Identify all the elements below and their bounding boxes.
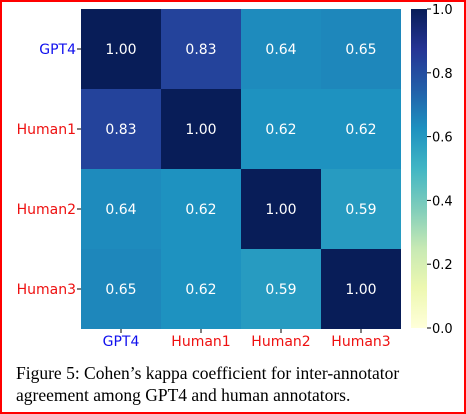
cell-label: 1.00 [185, 122, 216, 138]
cell-label: 0.62 [185, 282, 216, 298]
cell-label: 1.00 [265, 202, 296, 218]
cell-human2-human3 [321, 169, 401, 249]
cell-human3-gpt4 [81, 249, 161, 329]
x-tick-label: GPT4 [103, 334, 140, 350]
cell-label: 1.00 [345, 282, 376, 298]
x-tick-label: Human1 [171, 334, 230, 350]
cell-label: 0.65 [105, 282, 136, 298]
cell-human3-human1 [161, 249, 241, 329]
cell-label: 0.83 [105, 122, 136, 138]
colorbar-tick-label: 0.2 [432, 258, 453, 273]
cell-human2-gpt4 [81, 169, 161, 249]
x-tick-label: Human2 [251, 334, 310, 350]
cell-label: 0.59 [265, 282, 296, 298]
cell-human2-human1 [161, 169, 241, 249]
y-tick-label: Human3 [17, 282, 76, 298]
colorbar-tick-label: 0.0 [432, 322, 453, 337]
cell-human1-human1 [161, 89, 241, 169]
cell-gpt4-human2 [241, 9, 321, 89]
y-tick-label: Human2 [17, 202, 76, 218]
cell-label: 0.83 [185, 42, 216, 58]
colorbar-ticks: 0.0 0.2 0.4 0.6 0.8 1.0 [427, 3, 453, 337]
heatmap-chart: 1.00 0.83 0.64 0.65 0.83 1.00 0.62 0.62 0.64 0.62… [17, 3, 453, 350]
colorbar-tick-label: 0.8 [432, 67, 453, 82]
cell-label: 0.62 [185, 202, 216, 218]
colorbar-tick-label: 0.4 [432, 194, 453, 209]
cell-label: 0.62 [265, 122, 296, 138]
colorbar-gradient [411, 9, 427, 328]
heatmap-cells: 1.00 0.83 0.64 0.65 0.83 1.00 0.62 0.62 0.64 0.62… [81, 9, 401, 329]
cell-gpt4-gpt4 [81, 9, 161, 89]
y-axis-labels: GPT4 Human1 Human2 Human3 [17, 42, 81, 298]
cell-label: 0.64 [265, 42, 296, 58]
y-tick-label: GPT4 [39, 42, 76, 58]
cell-label: 1.00 [105, 42, 136, 58]
cell-label: 0.64 [105, 202, 136, 218]
colorbar-tick-label: 1.0 [432, 3, 453, 18]
x-tick-label: Human3 [331, 334, 390, 350]
cell-label: 0.65 [345, 42, 376, 58]
cell-human3-human3 [321, 249, 401, 329]
cell-human3-human2 [241, 249, 321, 329]
colorbar-tick-label: 0.6 [432, 131, 453, 146]
cell-label: 0.59 [345, 202, 376, 218]
cell-label: 0.62 [345, 122, 376, 138]
cell-human1-human3 [321, 89, 401, 169]
y-tick-label: Human1 [17, 122, 76, 138]
x-axis-labels: GPT4 Human1 Human2 Human3 [103, 329, 391, 350]
figure-caption: Figure 5: Cohen’s kappa coefficient for … [16, 363, 400, 405]
cell-human2-human2 [241, 169, 321, 249]
cell-gpt4-human1 [161, 9, 241, 89]
cell-gpt4-human3 [321, 9, 401, 89]
colorbar [411, 9, 427, 328]
cell-human1-gpt4 [81, 89, 161, 169]
cell-human1-human2 [241, 89, 321, 169]
